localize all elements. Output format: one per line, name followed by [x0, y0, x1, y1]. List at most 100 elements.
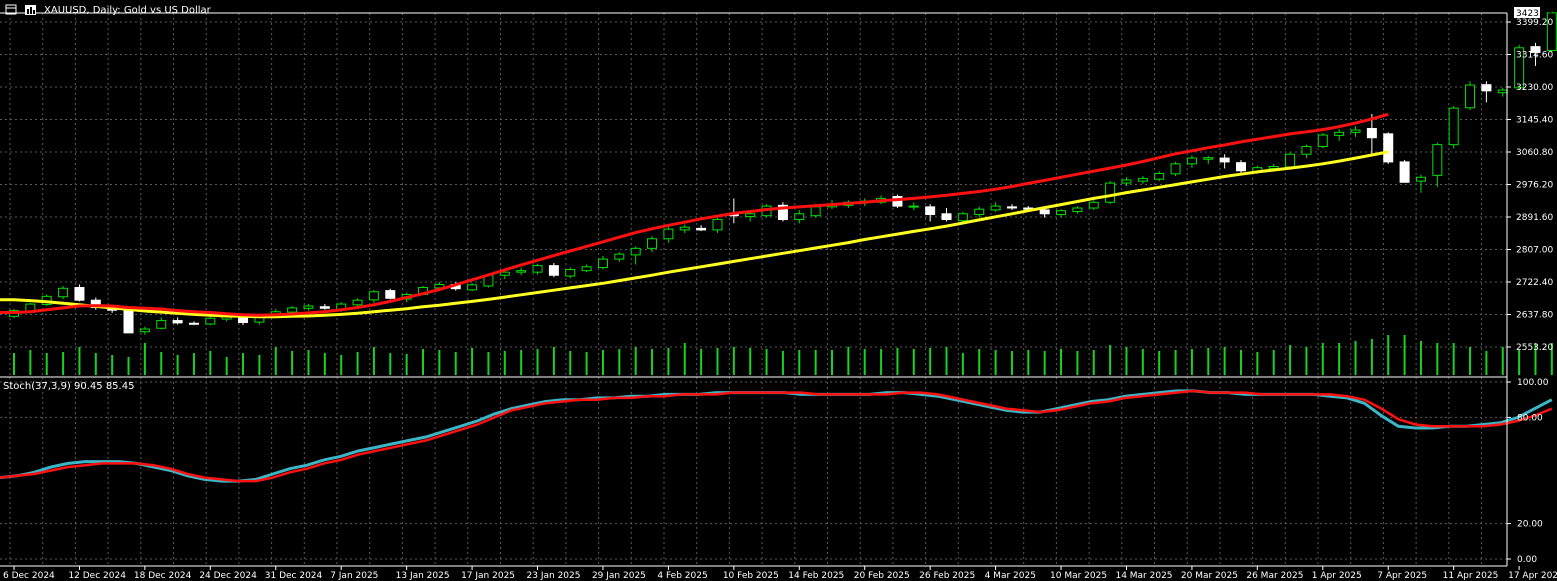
candle-body	[1497, 89, 1508, 94]
candle-body	[1236, 162, 1246, 172]
candle-body	[1415, 176, 1426, 182]
time-tick-label: 10 Feb 2025	[723, 571, 779, 581]
grid-lines	[0, 13, 1507, 566]
candle-body	[679, 226, 690, 231]
time-tick-label: 13 Jan 2025	[396, 571, 450, 581]
candle-body	[205, 317, 216, 325]
price-tick-label: 3230.00	[1516, 83, 1553, 93]
candle-body	[1137, 177, 1148, 182]
candle-body	[1121, 179, 1132, 184]
time-tick-label: 26 Feb 2025	[919, 571, 975, 581]
time-tick-label: 11 Apr 2025	[1443, 571, 1499, 581]
time-tick-label: 7 Apr 2025	[1377, 571, 1427, 581]
candle-body	[1448, 107, 1459, 146]
time-tick-label: 1 Apr 2025	[1312, 571, 1362, 581]
candle-body	[1285, 153, 1296, 168]
candle-body	[172, 320, 183, 324]
price-tick-label: 2891.60	[1516, 213, 1553, 223]
candle-body	[1350, 129, 1361, 133]
last-price-tag: 3423.73	[1514, 7, 1553, 19]
candle-body	[1465, 84, 1476, 109]
price-axis: 3399.20 3314.60 3230.00 3145.40 3060.80 2976.…	[0, 12, 1553, 567]
candle-body	[58, 287, 69, 298]
candle-body	[123, 308, 134, 334]
candle-body	[1268, 166, 1279, 169]
candle-body	[696, 227, 707, 231]
candle-body	[352, 299, 363, 306]
candle-body	[630, 247, 641, 256]
candle-body	[1301, 146, 1312, 155]
candle-body	[597, 258, 608, 269]
candle-body	[974, 208, 985, 216]
price-tick-label: 3060.80	[1516, 148, 1553, 158]
chart-window-icon[interactable]	[5, 4, 17, 15]
candle-body	[990, 205, 1001, 211]
candle-body	[368, 291, 379, 301]
candle-body	[1546, 12, 1557, 52]
candle-body	[1203, 157, 1214, 160]
candle-body	[532, 265, 543, 273]
candle-body	[1334, 131, 1345, 136]
last-price-label: 3423.73	[1516, 9, 1553, 19]
candle-body	[303, 305, 314, 309]
time-axis: 6 Dec 2024 12 Dec 2024 18 Dec 2024 24 Dec 2…	[3, 566, 1557, 581]
time-tick-label: 20 Mar 2025	[1181, 571, 1238, 581]
ma-fast-line	[0, 112, 1389, 317]
time-tick-label: 26 Mar 2025	[1246, 571, 1303, 581]
time-tick-label: 29 Jan 2025	[592, 571, 646, 581]
candle-body	[188, 322, 199, 325]
candle-body	[74, 287, 85, 301]
bar-chart-icon[interactable]	[25, 5, 36, 15]
stoch-main-line	[0, 389, 1553, 483]
candle-body	[925, 206, 936, 216]
stoch-tick-label: 0.00	[1517, 555, 1537, 565]
candle-body	[908, 205, 919, 208]
stoch-signal-line	[0, 389, 1553, 483]
candle-body	[1170, 163, 1181, 175]
price-tick-label: 3399.20	[1516, 18, 1553, 28]
time-tick-label: 14 Mar 2025	[1115, 571, 1172, 581]
candle-body	[1039, 209, 1050, 215]
candle-body	[745, 213, 756, 217]
stoch-tick-label: 100.00	[1517, 378, 1549, 388]
candle-body	[777, 204, 788, 221]
time-tick-label: 17 Jan 2025	[461, 571, 515, 581]
time-tick-label: 20 Feb 2025	[854, 571, 910, 581]
candle-body	[614, 253, 625, 260]
candle-body	[1432, 144, 1443, 176]
candle-body	[1317, 134, 1328, 148]
ma-slow-line	[0, 150, 1389, 319]
price-tick-label: 3145.40	[1516, 116, 1553, 126]
candle-body	[385, 290, 396, 299]
price-tick-label: 2637.80	[1516, 311, 1553, 321]
candlestick-series	[9, 10, 1557, 335]
candle-body	[1072, 207, 1083, 212]
time-tick-label: 7 Jan 2025	[330, 571, 378, 581]
candle-body	[156, 320, 167, 329]
time-tick-label: 6 Dec 2024	[3, 571, 55, 581]
candle-body	[548, 265, 559, 276]
candle-body	[1530, 46, 1541, 53]
price-tick-label: 2807.00	[1516, 246, 1553, 256]
candle-body	[139, 328, 150, 333]
time-tick-label: 17 Apr 2025	[1508, 571, 1557, 581]
candle-body	[1154, 172, 1165, 180]
candle-body	[287, 307, 298, 313]
candle-body	[1105, 182, 1116, 203]
stoch-tick-label: 20.00	[1517, 520, 1543, 530]
time-tick-label: 4 Mar 2025	[985, 571, 1036, 581]
symbol-title: XAUUSD, Daily: Gold vs US Dollar	[44, 5, 212, 16]
time-tick-label: 18 Dec 2024	[134, 571, 192, 581]
time-tick-label: 31 Dec 2024	[265, 571, 323, 581]
price-tick-label: 3314.60	[1516, 51, 1553, 61]
candle-body	[794, 213, 805, 221]
price-tick-label: 2976.20	[1516, 181, 1553, 191]
candle-body	[434, 283, 445, 289]
candle-body	[663, 228, 674, 240]
candle-body	[1481, 84, 1492, 92]
candle-body	[1056, 210, 1067, 216]
candle-body	[516, 270, 527, 273]
candle-body	[1088, 201, 1099, 209]
price-tick-label: 2722.40	[1516, 278, 1553, 288]
